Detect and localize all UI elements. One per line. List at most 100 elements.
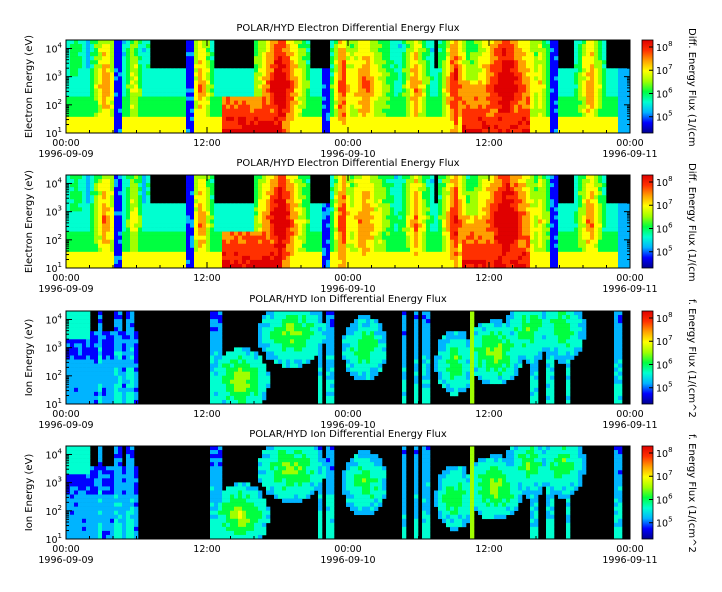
heatmap-cell [618,104,623,110]
heatmap-cell [534,44,539,49]
heatmap-cell [102,211,107,216]
heatmap-cell [554,84,559,89]
heatmap-cell [106,239,111,245]
heatmap-cell [506,120,511,126]
heatmap-cell [330,76,335,81]
heatmap-cell [594,56,599,61]
heatmap-cell [386,96,391,101]
heatmap-cell [254,120,259,126]
heatmap-cell [618,128,623,134]
heatmap-cell [294,239,299,245]
heatmap-cell [282,203,287,208]
heatmap-cell [350,211,355,216]
heatmap-cell [406,263,411,269]
heatmap-cell [422,44,427,49]
heatmap-cell [522,52,527,57]
heatmap-cell [262,88,267,93]
heatmap-cell [306,68,311,73]
heatmap-cell [334,191,339,196]
heatmap-cell [210,76,215,81]
heatmap-cell [306,104,311,110]
heatmap-cell [110,60,115,65]
heatmap-cell [358,239,363,245]
heatmap-cell [190,112,195,118]
heatmap-cell [322,76,327,81]
heatmap-cell [210,100,215,105]
heatmap-cell [458,124,463,130]
heatmap-cell [190,211,195,216]
heatmap-cell [566,88,571,93]
heatmap-cell [522,72,527,77]
heatmap-cell [178,128,183,134]
heatmap-cell [186,84,191,89]
heatmap-cell [518,124,523,130]
heatmap-cell [118,251,123,257]
heatmap-cell [274,191,279,196]
heatmap-cell [166,112,171,118]
heatmap-cell [474,40,479,45]
heatmap-cell [82,112,87,118]
heatmap-cell [302,60,307,65]
heatmap-cell [98,44,103,49]
heatmap-cell [478,80,483,85]
heatmap-cell [126,215,131,220]
heatmap-cell [162,263,167,269]
heatmap-cell [138,116,143,122]
heatmap-cell [98,48,103,53]
heatmap-cell [206,195,211,200]
heatmap-cell [186,116,191,122]
heatmap-cell [194,52,199,57]
heatmap-cell [78,251,83,257]
heatmap-cell [170,263,175,269]
heatmap-cell [154,76,159,81]
heatmap-cell [198,215,203,220]
heatmap-cell [150,76,155,81]
heatmap-cell [190,251,195,257]
heatmap-cell [618,92,623,97]
heatmap-cell [314,263,319,269]
heatmap-cell [418,80,423,85]
heatmap-cell [538,96,543,101]
heatmap-cell [110,68,115,73]
heatmap-cell [142,68,147,73]
heatmap-cell [398,84,403,89]
heatmap-cell [70,259,75,265]
heatmap-cell [66,179,71,184]
heatmap-cell [566,80,571,85]
heatmap-cell [90,255,95,261]
heatmap-cell [554,60,559,65]
heatmap-cell [266,255,271,261]
heatmap-cell [226,120,231,126]
heatmap-cell [258,112,263,118]
y-tick-label: 104 [45,41,62,55]
heatmap-cell [470,52,475,57]
heatmap-cell [98,76,103,81]
heatmap-cell [190,203,195,208]
heatmap-cell [158,76,163,81]
heatmap-cell [378,263,383,269]
heatmap-cell [270,60,275,65]
heatmap-cell [414,247,419,253]
heatmap-cell [286,191,291,196]
heatmap-cell [394,219,399,224]
heatmap-cell [386,80,391,85]
heatmap-cell [542,48,547,53]
heatmap-cell [362,84,367,89]
heatmap-cell [370,120,375,126]
heatmap-cell [482,56,487,61]
heatmap-cell [358,60,363,65]
heatmap-cell [94,187,99,192]
heatmap-cell [342,128,347,134]
heatmap-cell [402,48,407,53]
heatmap-cell [554,48,559,53]
heatmap-cell [342,235,347,240]
heatmap-cell [386,40,391,45]
heatmap-cell [286,84,291,89]
heatmap-cell [222,239,227,245]
heatmap-cell [610,104,615,110]
heatmap-cell [602,112,607,118]
heatmap-cell [110,124,115,130]
heatmap-cell [186,56,191,61]
heatmap-cell [66,247,71,253]
heatmap-cell [382,88,387,93]
